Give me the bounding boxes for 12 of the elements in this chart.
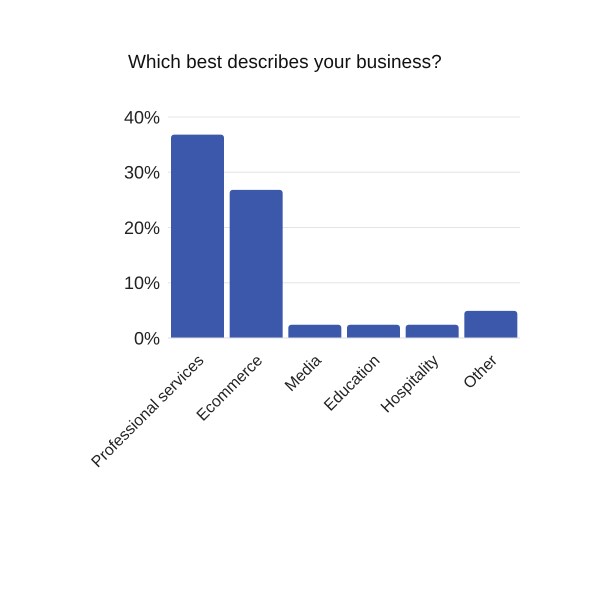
- chart-title: Which best describes your business?: [128, 52, 442, 74]
- bar: [288, 324, 342, 338]
- bar: [347, 324, 400, 338]
- bar: [171, 134, 224, 338]
- y-tick-label: 40%: [124, 107, 160, 128]
- y-tick-label: 0%: [134, 328, 160, 348]
- bar: [464, 310, 518, 338]
- bar: [230, 190, 283, 338]
- y-tick-label: 30%: [124, 162, 160, 183]
- y-tick-label: 10%: [124, 273, 160, 294]
- bar: [406, 324, 459, 338]
- y-tick-label: 20%: [124, 218, 160, 238]
